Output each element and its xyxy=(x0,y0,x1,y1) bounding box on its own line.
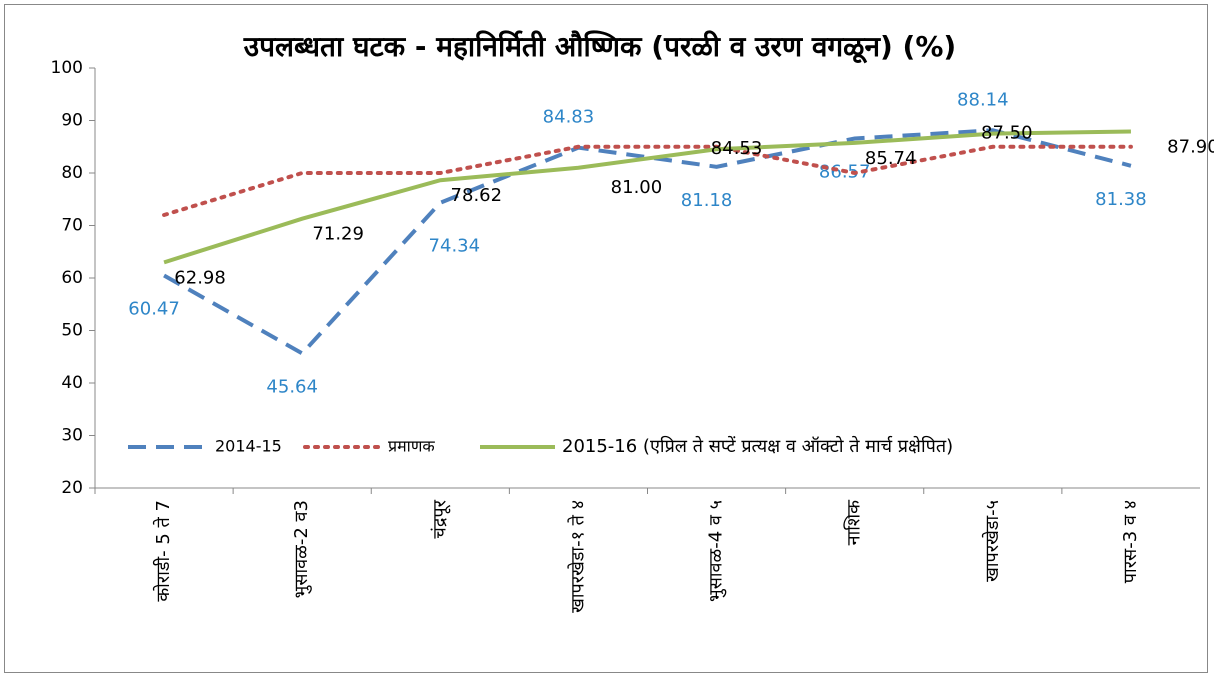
x-tick-label: चंद्रपूर xyxy=(429,499,450,538)
x-tick-label: भुसावळ-4 व ५ xyxy=(706,500,727,602)
y-tick-label: 40 xyxy=(61,373,83,393)
x-tick-label: खापरखेडा-१ ते ४ xyxy=(566,500,588,613)
data-label: 60.47 xyxy=(128,299,180,320)
x-tick-label: खापरखेडा-५ xyxy=(981,500,1003,582)
data-label: 78.62 xyxy=(451,185,503,206)
legend-label: प्रमाणक xyxy=(388,437,435,456)
legend-label: 2014-15 xyxy=(215,437,282,456)
x-tick-label: भुसावळ-2 व3 xyxy=(291,500,312,598)
data-label: 88.14 xyxy=(957,89,1009,110)
line-series xyxy=(163,128,1132,356)
data-label: 81.38 xyxy=(1095,189,1147,210)
data-label: 71.29 xyxy=(312,224,364,245)
data-label: 87.90 xyxy=(1167,137,1214,158)
data-label: 81.00 xyxy=(611,177,663,198)
legend-label: 2015-16 (एप्रिल ते सप्टें प्रत्यक्ष व ऑक… xyxy=(562,435,953,457)
chart-frame xyxy=(4,4,1208,673)
x-tick-label: कोराडी- 5 ते 7 xyxy=(152,500,174,602)
y-tick-label: 20 xyxy=(61,478,83,498)
y-tick-label: 50 xyxy=(61,321,83,341)
data-label: 87.50 xyxy=(981,123,1033,144)
y-tick-label: 80 xyxy=(61,163,83,183)
data-label: 85.74 xyxy=(865,148,917,169)
line-series xyxy=(163,129,1131,265)
y-tick-label: 100 xyxy=(51,58,83,78)
y-tick-label: 60 xyxy=(61,268,83,288)
data-label: 74.34 xyxy=(429,236,481,257)
data-label: 62.98 xyxy=(174,267,226,288)
chart-title: उपलब्धता घटक - महानिर्मिती औष्णिक (परळी … xyxy=(243,30,957,63)
x-tick-label: नाशिक xyxy=(843,499,865,546)
x-tick-label: पारस-3 व ४ xyxy=(1120,500,1141,583)
y-tick-label: 70 xyxy=(61,216,83,236)
y-tick-label: 30 xyxy=(61,426,83,446)
data-label: 84.53 xyxy=(711,138,763,159)
y-tick-label: 90 xyxy=(61,111,83,131)
data-label: 81.18 xyxy=(681,190,733,211)
data-label: 45.64 xyxy=(266,376,318,397)
data-label: 84.83 xyxy=(543,107,595,128)
line-series xyxy=(162,144,1133,217)
